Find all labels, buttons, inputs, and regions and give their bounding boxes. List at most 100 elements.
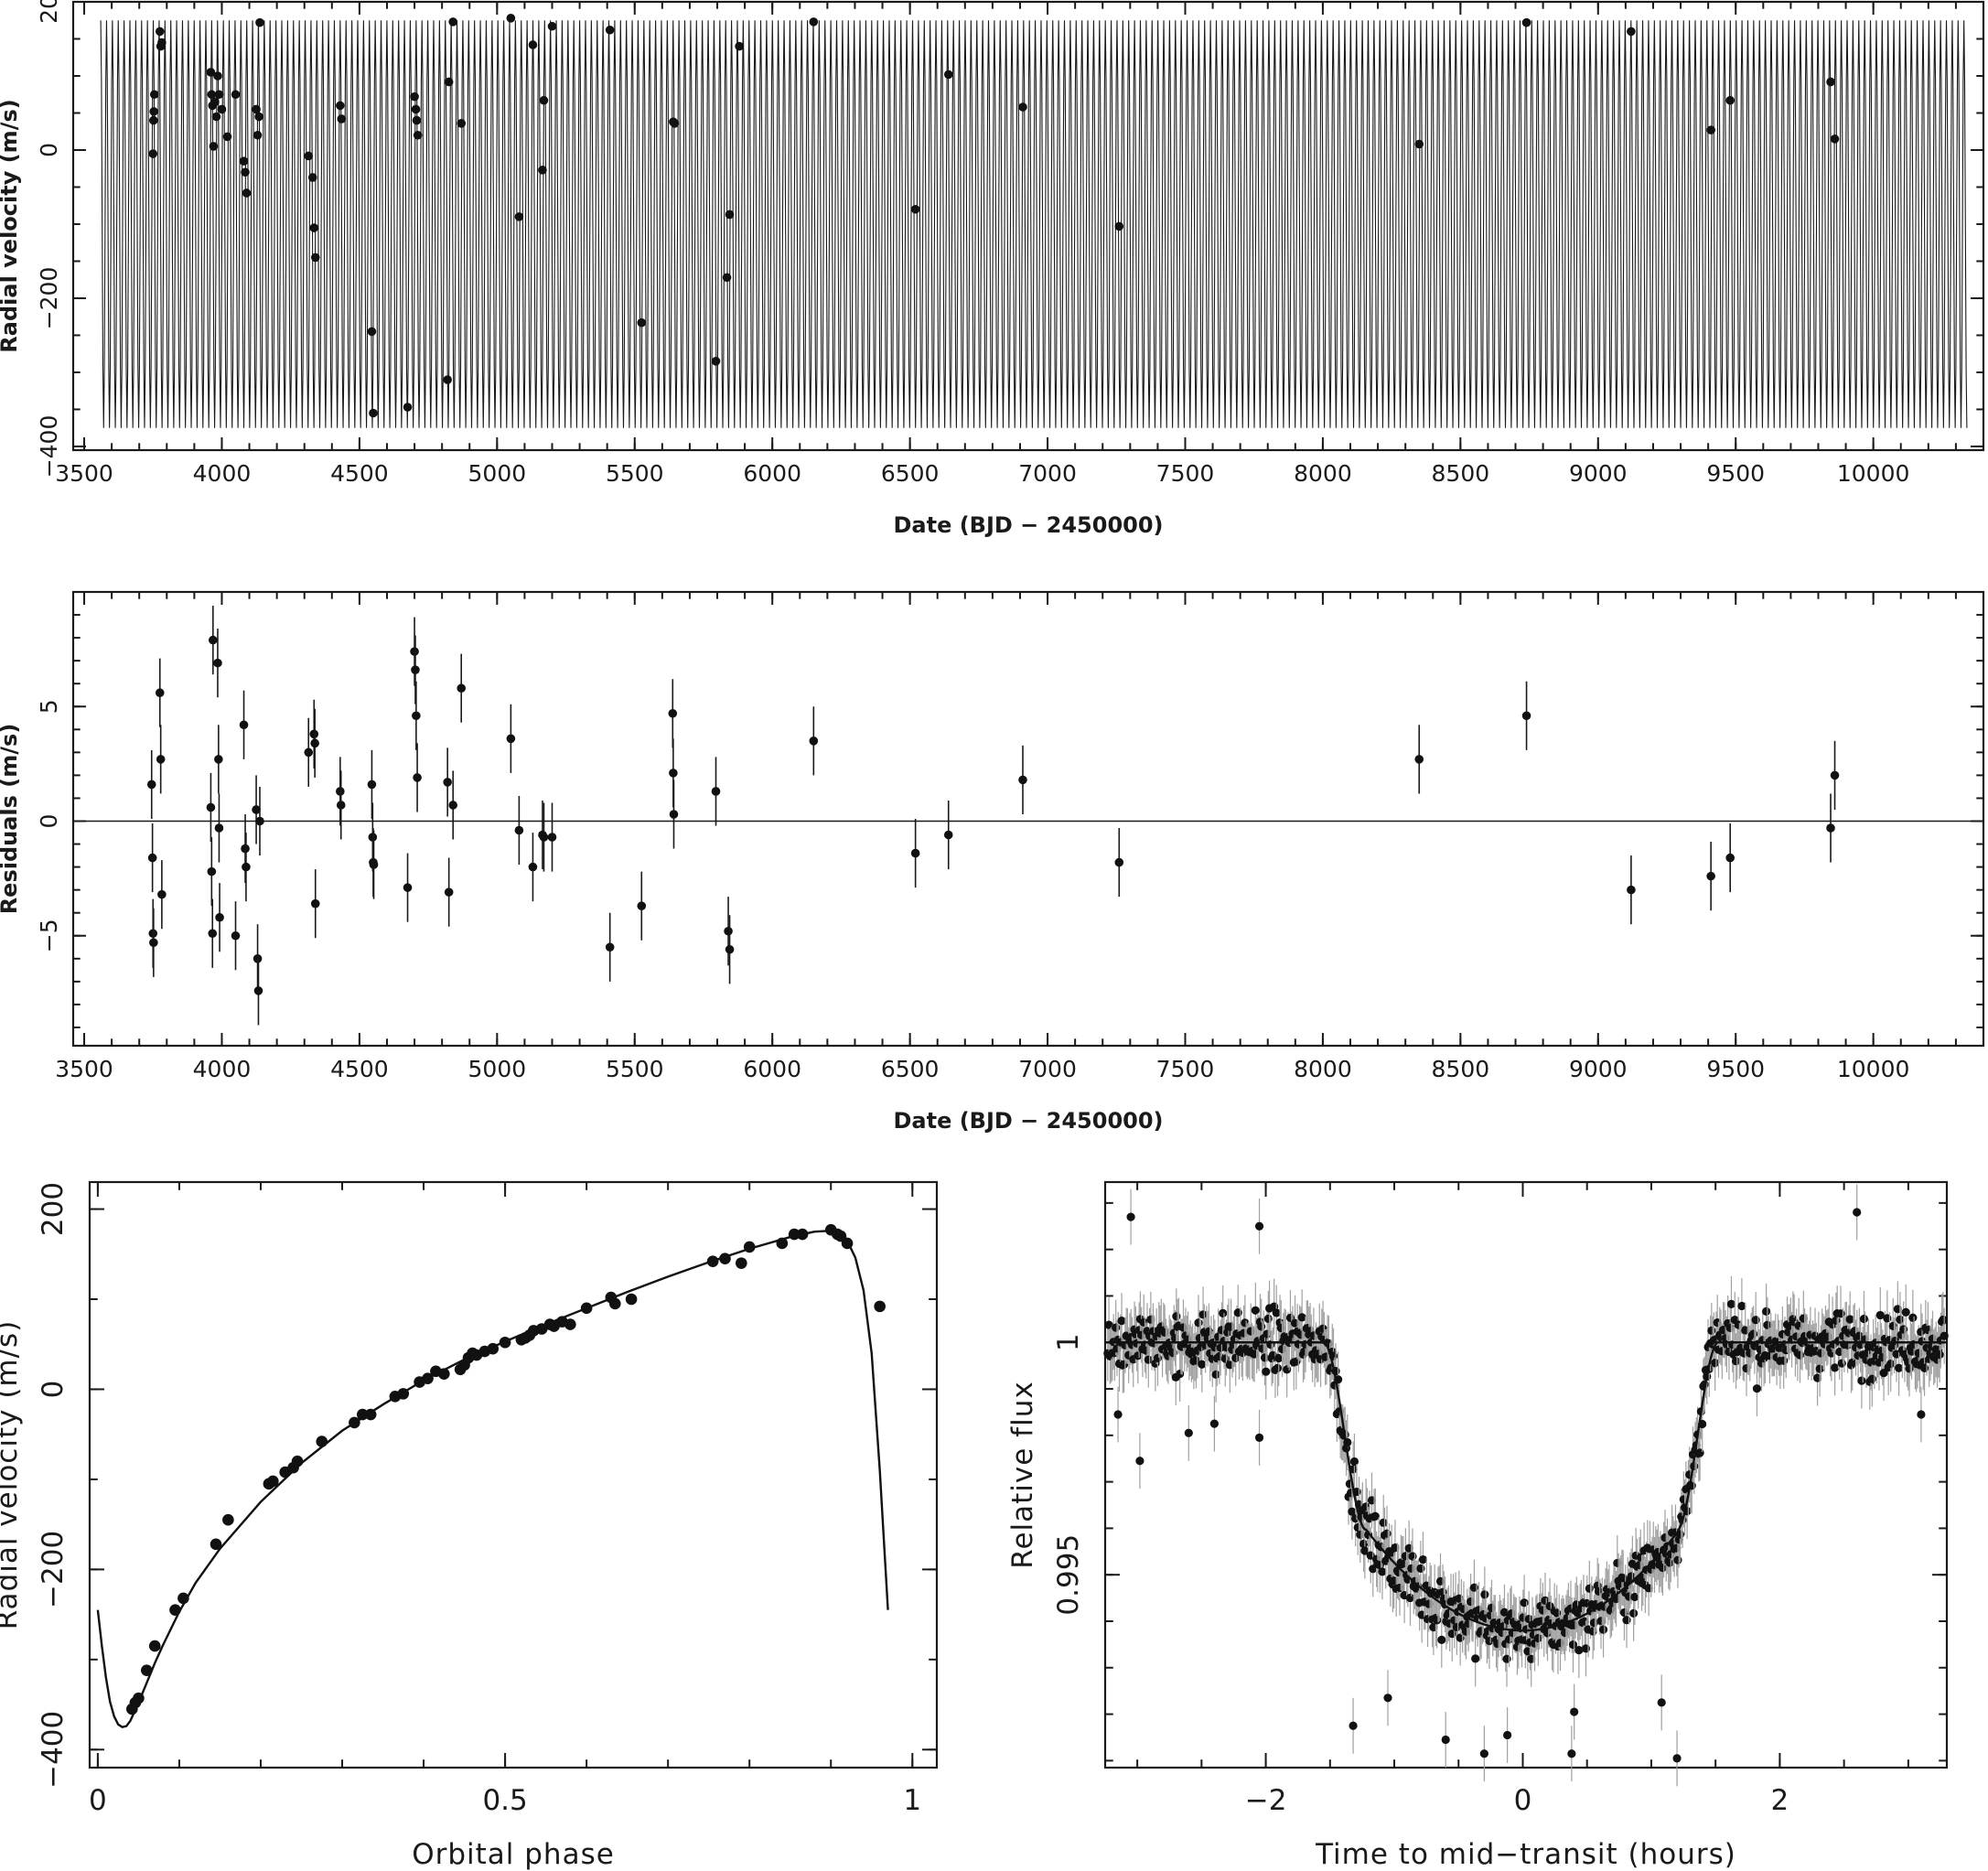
y-tick-label: 5	[36, 699, 62, 714]
rv-data-point	[369, 408, 378, 418]
rv-phase-data-point	[743, 1241, 756, 1253]
flux-data-point	[1416, 1564, 1425, 1573]
flux-data-point	[1568, 1640, 1578, 1650]
rv-data-point	[310, 253, 320, 263]
flux-data-point	[1901, 1307, 1910, 1317]
residual-data-point	[669, 769, 678, 778]
x-tick-label: 6000	[743, 1056, 801, 1082]
rv-phase-model-curve	[96, 1229, 889, 1728]
rv-phase-data-point	[291, 1455, 304, 1468]
flux-data-point	[1262, 1367, 1271, 1376]
flux-data-point	[1707, 1326, 1716, 1335]
residual-data-point	[412, 711, 421, 721]
residual-data-point	[215, 912, 224, 922]
rv-phase-data-point	[706, 1255, 719, 1267]
residual-data-point	[448, 801, 457, 810]
y-axis-label: Radial velocity (m/s)	[0, 99, 22, 352]
residual-data-point	[724, 926, 733, 936]
flux-data-point	[1379, 1518, 1388, 1527]
flux-data-point	[1875, 1310, 1885, 1320]
rv-data-point	[155, 27, 165, 37]
residual-data-point	[309, 729, 319, 739]
residual-data-point	[367, 780, 377, 790]
flux-data-point	[1919, 1363, 1929, 1372]
flux-data-point	[1194, 1318, 1203, 1328]
rv-phase-data-point	[422, 1372, 434, 1384]
flux-data-point	[1198, 1310, 1208, 1319]
flux-data-point	[1763, 1320, 1772, 1329]
residual-data-point	[637, 901, 647, 910]
flux-data-point	[1184, 1428, 1193, 1437]
rv-phase-data-point	[499, 1336, 511, 1349]
flux-data-point	[1657, 1698, 1666, 1707]
residual-data-point	[369, 860, 379, 869]
residual-data-point	[214, 823, 224, 833]
rv-phase-data-point	[141, 1664, 153, 1676]
flux-data-point	[1585, 1584, 1594, 1593]
flux-data-point	[1935, 1350, 1944, 1360]
flux-data-point	[1940, 1331, 1949, 1340]
x-tick-label: 7000	[1018, 460, 1077, 487]
residual-data-point	[1830, 770, 1840, 780]
flux-data-point	[1219, 1308, 1228, 1317]
rv-data-point	[539, 95, 549, 105]
rv-phase-data-point	[788, 1228, 801, 1241]
flux-data-point	[1382, 1529, 1392, 1538]
flux-data-point	[1172, 1312, 1181, 1321]
flux-data-point	[1837, 1359, 1846, 1368]
flux-data-point	[1711, 1359, 1720, 1368]
residual-data-point	[1627, 885, 1636, 895]
residual-data-point	[209, 635, 218, 645]
rv-data-point	[809, 17, 819, 27]
flux-data-point	[1917, 1410, 1926, 1419]
rv-time-panel: 3500 4000 4500 5000 5500 6000 6500 7000 7500 8000…	[0, 0, 1985, 538]
flux-data-point	[1853, 1208, 1862, 1217]
rv-data-point	[242, 188, 252, 198]
x-tick-label: 3500	[55, 460, 113, 487]
residual-data-point	[147, 853, 157, 863]
residual-data-point	[668, 708, 678, 718]
residual-data-point	[146, 780, 156, 790]
flux-data-point	[1144, 1355, 1153, 1364]
rv-phase-data-point	[580, 1302, 593, 1315]
residual-data-point	[413, 773, 422, 782]
flux-data-point	[1171, 1372, 1180, 1382]
rv-data-point	[210, 97, 220, 107]
rv-data-point	[444, 77, 454, 87]
flux-data-point	[1832, 1316, 1841, 1325]
residual-data-point	[336, 801, 346, 810]
y-tick-label: 0	[36, 814, 62, 829]
residual-data-point	[506, 734, 516, 744]
x-tick-label: 6000	[743, 460, 801, 487]
rv-phase-data-point	[177, 1592, 189, 1605]
x-tick-label: 3500	[55, 1056, 113, 1082]
flux-data-point	[1939, 1315, 1948, 1325]
rv-data-point	[1826, 77, 1835, 87]
rv-data-point	[910, 204, 920, 214]
flux-data-point	[1886, 1359, 1896, 1369]
residual-data-point	[1521, 711, 1531, 721]
flux-data-point	[1117, 1317, 1126, 1326]
rv-data-point	[254, 112, 263, 122]
rv-data-point	[403, 403, 413, 412]
y-tick-label: 0	[37, 1381, 70, 1399]
flux-data-point	[1762, 1306, 1771, 1316]
rv-data-point	[148, 149, 158, 158]
rv-phase-data-point	[267, 1475, 279, 1488]
flux-data-point	[1541, 1596, 1550, 1605]
flux-data-point	[1503, 1730, 1512, 1740]
x-tick-label: 9000	[1569, 460, 1628, 487]
x-tick-label: 5500	[606, 1056, 664, 1082]
rv-data-point	[217, 104, 227, 114]
flux-data-point	[1471, 1654, 1480, 1663]
residual-data-point	[213, 658, 222, 668]
rv-data-point	[1414, 139, 1424, 149]
rv-phase-data-point	[719, 1253, 731, 1264]
flux-data-point	[1695, 1448, 1704, 1457]
rv-data-point	[411, 104, 421, 114]
transit-panel: −2 0 2 0.995 1 Time to mid−transit (hours) Rel…	[1006, 1180, 1949, 1871]
x-tick-label: 9500	[1706, 1056, 1765, 1082]
rv-data-point	[506, 14, 516, 23]
flux-data-point	[1378, 1567, 1387, 1576]
residual-data-point	[242, 862, 251, 872]
